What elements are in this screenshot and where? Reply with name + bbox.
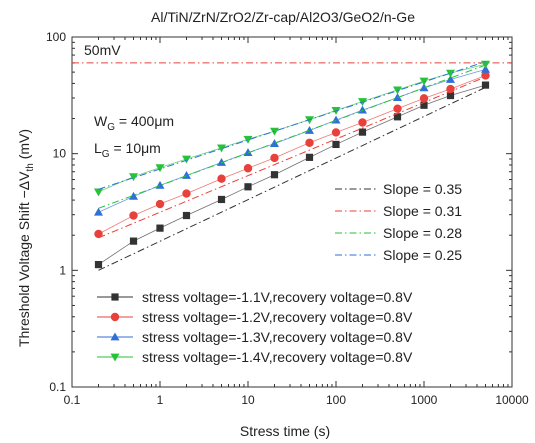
y-tick-label: 0.1 [49, 380, 66, 394]
data-point [129, 211, 138, 220]
y-axis-label-unit: (mV) [16, 129, 32, 163]
data-point [420, 101, 428, 109]
x-axis: 0.1 1 10 100 1000 10000 [64, 37, 529, 407]
data-point [217, 144, 227, 153]
data-series-1 [94, 81, 490, 269]
data-point [129, 173, 139, 182]
fit-line-4 [98, 61, 486, 190]
data-point [393, 104, 402, 113]
data-point [393, 113, 402, 121]
data-point [419, 77, 429, 86]
y-axis-label-main: Threshold Voltage Shift −ΔV [16, 171, 32, 347]
x-tick-label: 1000 [411, 393, 438, 407]
data-point [481, 64, 491, 73]
data-point [305, 138, 314, 147]
series-line [98, 75, 486, 235]
data-point [331, 128, 341, 137]
series-legend-marker [110, 353, 120, 362]
data-point [93, 207, 103, 216]
data-series-2 [94, 71, 490, 239]
data-point [155, 164, 165, 173]
fit-legend-label: Slope = 0.28 [383, 225, 462, 241]
reference-line-label: 50mV [84, 42, 121, 58]
data-point [445, 69, 455, 78]
data-point [156, 224, 164, 232]
fit-line-1 [98, 86, 486, 271]
data-point [481, 60, 491, 69]
chart-title: Al/TiN/ZrN/ZrO2/Zr-cap/Al2O3/GeO2/n-Ge [151, 9, 415, 25]
x-tick-label: 0.1 [64, 393, 81, 407]
series-line [98, 84, 486, 265]
data-point [305, 125, 315, 134]
series-legend-marker [111, 293, 119, 301]
fit-line-3 [98, 64, 486, 209]
data-point [358, 118, 367, 127]
series-legend-marker [110, 332, 120, 341]
fit-legend-label: Slope = 0.25 [383, 247, 462, 263]
y-tick-label: 1 [59, 263, 66, 277]
data-point [94, 260, 103, 269]
data-point [181, 155, 191, 164]
fit-legend-label: Slope = 0.35 [383, 181, 462, 197]
series-legend-label: stress voltage=-1.2V,recovery voltage=0.… [142, 309, 413, 325]
data-point [155, 199, 165, 209]
data-point [217, 158, 227, 166]
data-point [243, 148, 253, 157]
series-legend-label: stress voltage=-1.3V,recovery voltage=0.… [142, 329, 413, 345]
y-tick-label: 10 [53, 147, 67, 161]
fit-line-2 [98, 76, 486, 239]
data-point [93, 188, 103, 197]
lg-annotation: LG = 10μm [94, 140, 161, 160]
data-point [445, 75, 455, 83]
fit-legend-label: Slope = 0.31 [383, 203, 462, 219]
plot-frame [71, 36, 513, 388]
series-legend: stress voltage=-1.1V,recovery voltage=0.… [97, 289, 413, 365]
x-tick-label: 10000 [495, 393, 529, 407]
x-tick-label: 100 [326, 393, 346, 407]
data-point [243, 164, 253, 173]
data-point [269, 139, 279, 147]
data-point [419, 83, 429, 92]
x-tick-label: 10 [241, 393, 255, 407]
data-point [446, 84, 455, 94]
data-point [182, 189, 191, 198]
data-point [305, 153, 314, 161]
data-point [270, 171, 279, 179]
data-point [129, 237, 138, 245]
data-point [358, 128, 367, 136]
data-point [357, 105, 367, 114]
x-tick-label: 1 [157, 393, 164, 407]
data-point [481, 81, 490, 89]
data-point [94, 229, 103, 239]
fit-legend: Slope = 0.35 Slope = 0.31 Slope = 0.28 Slop… [335, 181, 462, 263]
data-point [243, 135, 253, 144]
y-axis-label: Threshold Voltage Shift −ΔVth (mV) [16, 129, 36, 347]
data-point [182, 211, 191, 220]
data-point [129, 191, 139, 200]
data-point [244, 183, 252, 191]
x-axis-label: Stress time (s) [240, 423, 330, 439]
data-point [419, 94, 429, 103]
y-axis-label-sub: th [25, 163, 36, 171]
svg-text:Threshold Voltage Shift −ΔVth: Threshold Voltage Shift −ΔVth (mV) [16, 129, 36, 347]
series-legend-label: stress voltage=-1.4V,recovery voltage=0.… [142, 349, 413, 365]
y-axis: 0.1 1 10 100 [46, 30, 512, 394]
data-point [332, 140, 340, 149]
wg-annotation: WG = 400μm [94, 113, 174, 133]
series-legend-label: stress voltage=-1.1V,recovery voltage=0.… [142, 289, 413, 305]
data-point [217, 195, 226, 204]
y-tick-label: 100 [46, 30, 66, 44]
data-point [217, 174, 226, 183]
data-point [446, 91, 455, 100]
data-point [270, 153, 279, 163]
series-legend-marker [110, 312, 120, 322]
